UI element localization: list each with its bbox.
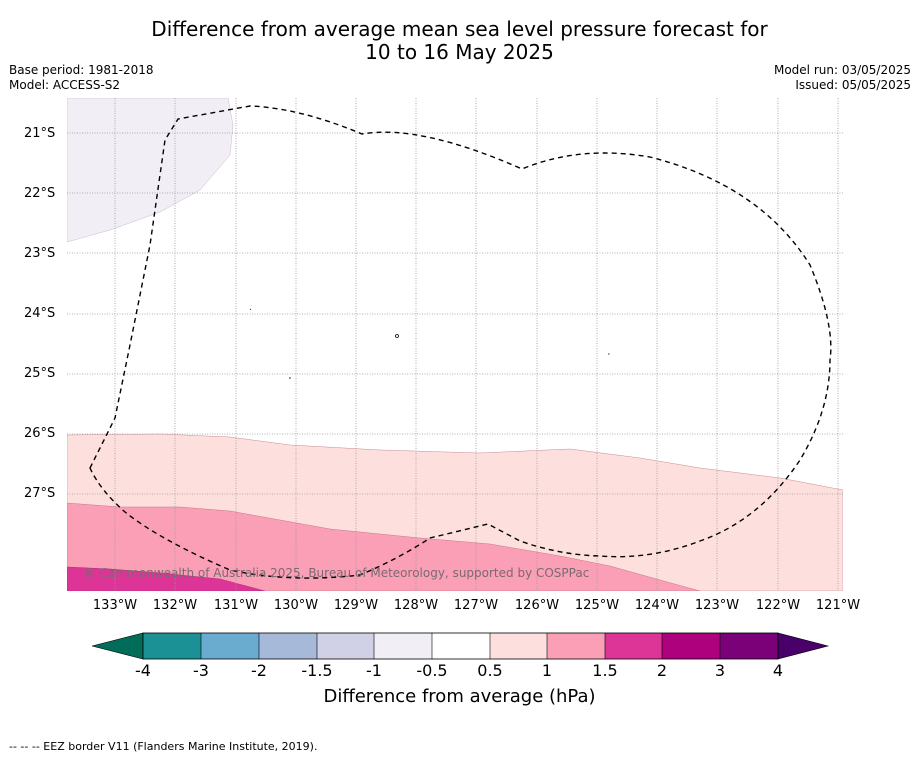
colorbar-title: Difference from average (hPa): [323, 686, 596, 707]
colorbar-tick: -1.5: [301, 661, 333, 680]
colorbar-tick: -3: [193, 661, 209, 680]
title-line-1: Difference from average mean sea level p…: [151, 17, 768, 41]
issued-date: Issued: 05/05/2025: [795, 78, 911, 92]
colorbar-bin: [143, 633, 201, 659]
lat-label: 27°S: [24, 486, 56, 501]
anomaly-1-1.5-region: [67, 502, 701, 591]
lat-gridlines: [67, 132, 843, 495]
lon-label: 133°W: [92, 598, 138, 613]
lon-label: 121°W: [815, 598, 861, 613]
lon-label: 127°W: [453, 598, 499, 613]
lat-label: 23°S: [24, 246, 56, 261]
title-line-2: 10 to 16 May 2025: [365, 40, 554, 64]
lon-label: 123°W: [694, 598, 740, 613]
colorbar-tick: -1: [366, 661, 382, 680]
colorbar-bin: [662, 633, 720, 659]
colorbar-bin: [720, 633, 778, 659]
anomaly-1.5-2-region: [67, 566, 266, 591]
colorbar-tick: 1: [541, 661, 553, 680]
colorbar-bin: [374, 633, 432, 659]
islands: [249, 308, 610, 379]
colorbar-tick: 3: [714, 661, 726, 680]
lon-gridlines: [114, 98, 839, 591]
lat-label: 25°S: [24, 366, 56, 381]
model-name: Model: ACCESS-S2: [9, 78, 121, 92]
lon-label: 129°W: [333, 598, 379, 613]
colorbar-bin: [201, 633, 259, 659]
colorbar-bin: [490, 633, 547, 659]
colorbar-dividers: [200, 633, 721, 659]
negative-anomaly-region: [67, 98, 234, 243]
colorbar-bin: [547, 633, 605, 659]
eez-footnote: -- -- -- EEZ border V11 (Flanders Marine…: [9, 740, 318, 753]
lat-label: 21°S: [24, 126, 56, 141]
metadata-right: Model run: 03/05/2025 Issued: 05/05/2025: [774, 63, 911, 93]
colorbar-tick: 4: [772, 661, 784, 680]
model-run: Model run: 03/05/2025: [773, 63, 911, 77]
map-title: Difference from average mean sea level p…: [0, 18, 919, 64]
colorbar-tick: -0.5: [416, 661, 448, 680]
colorbar-over-arrow: [777, 632, 830, 660]
colorbar-bin: [317, 633, 374, 659]
eez-border: [89, 105, 832, 579]
colorbar-bin: [432, 633, 490, 659]
lon-label: 128°W: [393, 598, 439, 613]
anomaly-field: [67, 98, 843, 591]
lon-label: 122°W: [755, 598, 801, 613]
island-marker: [395, 334, 399, 338]
island-marker: [249, 308, 252, 310]
lat-label: 24°S: [24, 306, 56, 321]
lat-label: 22°S: [24, 186, 56, 201]
colorbar-bin: [605, 633, 662, 659]
lon-label: 131°W: [213, 598, 259, 613]
colorbar-under-arrow: [91, 632, 144, 660]
colorbar-tick: 1.5: [592, 661, 618, 680]
colorbar-bin: [259, 633, 317, 659]
lon-label: 124°W: [634, 598, 680, 613]
base-period: Base period: 1981-2018: [9, 63, 154, 77]
lon-label: 130°W: [273, 598, 319, 613]
colorbar-tick: 2: [656, 661, 668, 680]
colorbar-frame: [142, 632, 779, 660]
lat-label: 26°S: [24, 426, 56, 441]
colorbar-tick: -2: [251, 661, 267, 680]
metadata-left: Base period: 1981-2018 Model: ACCESS-S2: [9, 63, 154, 93]
lon-label: 126°W: [514, 598, 560, 613]
colorbar-tick: -4: [135, 661, 151, 680]
colorbar-tick: 0.5: [477, 661, 503, 680]
copyright-notice: © Commonwealth of Australia 2025, Bureau…: [84, 566, 590, 580]
lon-label: 125°W: [574, 598, 620, 613]
colorbar: [91, 632, 830, 660]
lon-label: 132°W: [152, 598, 198, 613]
